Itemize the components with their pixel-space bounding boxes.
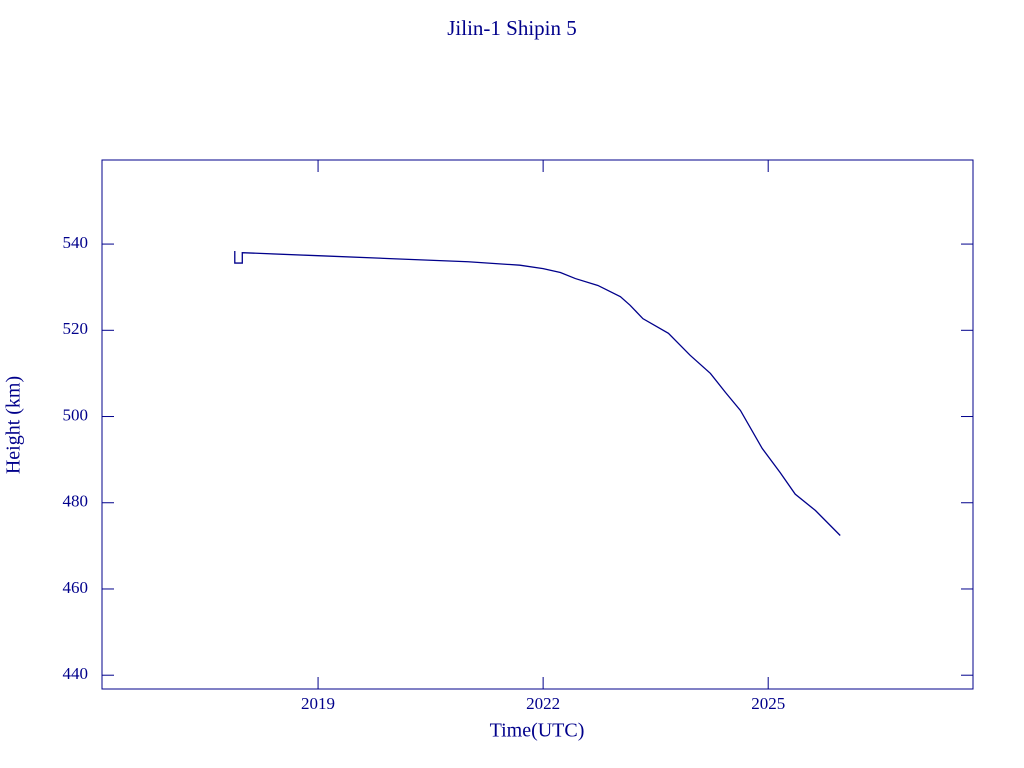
x-tick-label: 2022 xyxy=(526,694,560,713)
y-tick-label: 440 xyxy=(63,664,89,683)
data-line xyxy=(234,250,841,536)
y-axis-label: Height (km) xyxy=(3,376,25,474)
x-tick-label: 2019 xyxy=(301,694,335,713)
x-tick-label: 2025 xyxy=(751,694,785,713)
y-tick-label: 460 xyxy=(63,578,89,597)
y-tick-label: 480 xyxy=(63,492,89,511)
x-axis-label: Time(UTC) xyxy=(490,720,585,742)
chart-title: Jilin-1 Shipin 5 xyxy=(447,16,577,40)
y-tick-label: 520 xyxy=(63,319,89,338)
y-tick-label: 540 xyxy=(63,233,89,252)
plot-frame xyxy=(101,159,974,690)
y-tick-label: 500 xyxy=(63,405,89,424)
